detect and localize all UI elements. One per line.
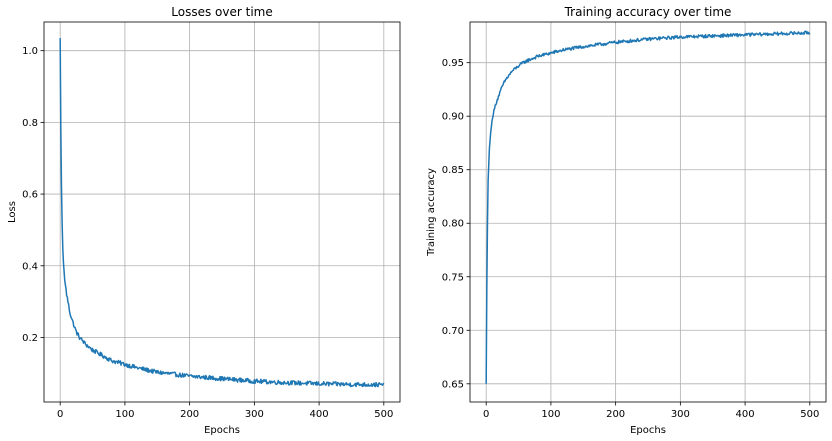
accuracy-x-tick-label: 500 [800,409,819,420]
loss-grid [44,22,400,402]
loss-x-tick-label: 300 [245,409,264,420]
accuracy-y-tick-label: 0.85 [442,165,464,176]
accuracy-y-tick-label: 0.75 [442,272,464,283]
loss-chart-title: Losses over time [171,5,272,19]
accuracy-y-tick-label: 0.90 [442,112,464,123]
accuracy-series-group [485,30,811,384]
accuracy-y-axis-label: Training accuracy [426,168,437,257]
loss-x-tick-label: 0 [57,409,63,420]
loss-y-tick-label: 0.8 [22,118,38,129]
accuracy-x-axis-label: Epochs [630,425,666,436]
loss-series-line [59,38,385,388]
accuracy-x-tick-label: 100 [541,409,560,420]
accuracy-subplot: 0 100 200 300 400 500 0.65 0.70 0.75 0.80 0.85 0.90… [426,5,827,436]
loss-plot-frame [43,21,401,403]
loss-x-tick-label: 500 [374,409,393,420]
accuracy-x-tick-label: 400 [736,409,755,420]
accuracy-x-tick-label: 200 [606,409,625,420]
accuracy-grid [470,22,826,402]
loss-x-tick-label: 200 [180,409,199,420]
loss-x-axis-label: Epochs [204,425,240,436]
accuracy-ticks: 0 100 200 300 400 500 0.65 0.70 0.75 0.80 0.85 0.90… [442,58,820,420]
loss-x-tick-label: 400 [310,409,329,420]
accuracy-y-tick-label: 0.95 [442,58,464,69]
accuracy-y-tick-label: 0.80 [442,219,464,230]
loss-series-group [59,38,385,388]
loss-ticks: 0 100 200 300 400 500 0.2 0.4 0.6 0.8 1.0 [22,46,393,420]
loss-x-tick-label: 100 [115,409,134,420]
loss-subplot: 0 100 200 300 400 500 0.2 0.4 0.6 0.8 1.0 Losses o… [7,5,401,436]
loss-y-tick-label: 0.4 [22,261,38,272]
accuracy-x-tick-label: 0 [483,409,489,420]
accuracy-y-tick-label: 0.65 [442,379,464,390]
loss-y-tick-label: 0.2 [22,333,38,344]
accuracy-plot-frame [469,21,827,403]
loss-y-tick-label: 0.6 [22,190,38,201]
accuracy-x-tick-label: 300 [671,409,690,420]
accuracy-series-line [485,30,811,384]
loss-y-axis-label: Loss [7,201,18,223]
loss-y-tick-label: 1.0 [22,46,38,57]
accuracy-y-tick-label: 0.70 [442,326,464,337]
accuracy-chart-title: Training accuracy over time [564,5,732,19]
